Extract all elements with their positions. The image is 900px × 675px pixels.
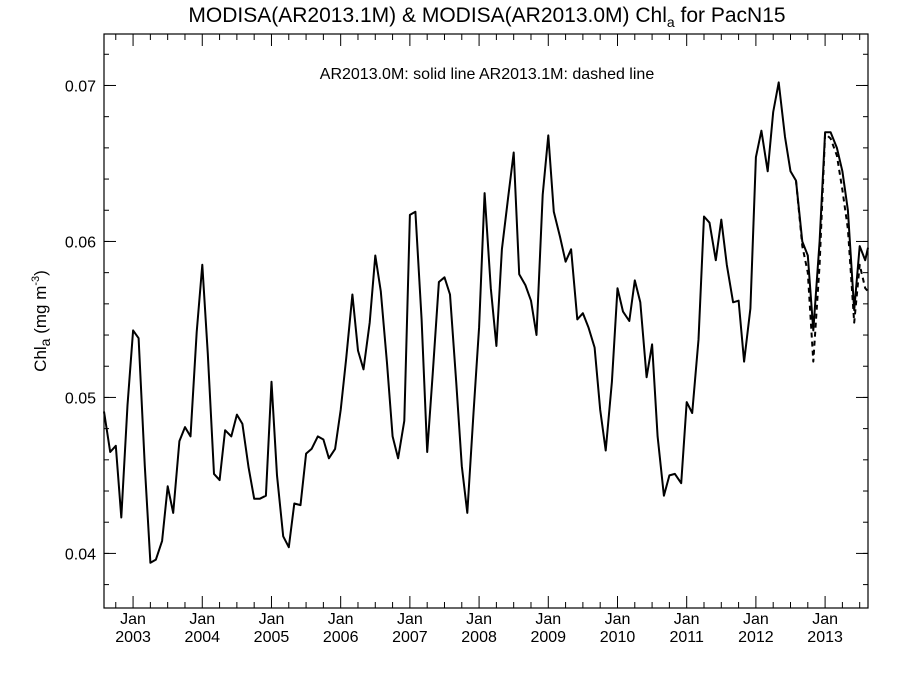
- x-tick-year: 2004: [184, 629, 220, 646]
- x-tick-year: 2003: [115, 629, 151, 646]
- y-tick-label: 0.05: [65, 390, 96, 407]
- x-tick-year: 2009: [530, 629, 566, 646]
- chart-title-tail: for PacN15: [675, 4, 786, 27]
- x-tick-month: Jan: [535, 611, 561, 628]
- x-tick-month: Jan: [466, 611, 492, 628]
- x-tick-month: Jan: [120, 611, 146, 628]
- y-tick-label: 0.06: [65, 234, 96, 251]
- x-tick-year: 2012: [738, 629, 774, 646]
- y-axis-label-unit: (mg m: [31, 286, 50, 339]
- x-tick-year: 2011: [669, 629, 704, 646]
- x-tick-month: Jan: [259, 611, 285, 628]
- x-tick-month: Jan: [743, 611, 769, 628]
- x-tick-year: 2008: [461, 629, 497, 646]
- y-axis-label-superscript: -3: [30, 276, 42, 286]
- y-axis-label-main: Chl: [31, 346, 50, 372]
- x-tick-month: Jan: [397, 611, 423, 628]
- axis-ticks: 0.040.050.060.07Jan2003Jan2004Jan2005Jan…: [65, 34, 868, 646]
- legend-annotation: AR2013.0M: solid line AR2013.1M: dashed …: [320, 66, 655, 83]
- x-tick-month: Jan: [328, 611, 354, 628]
- chart-title-subscript: a: [667, 14, 675, 30]
- x-tick-year: 2005: [254, 629, 290, 646]
- chart-title-main: MODISA(AR2013.1M) & MODISA(AR2013.0M) Ch…: [188, 4, 666, 27]
- x-tick-month: Jan: [812, 611, 838, 628]
- series-line-solid: [103, 81, 869, 564]
- y-tick-label: 0.07: [65, 78, 96, 95]
- y-axis-label-subscript: a: [37, 338, 53, 346]
- series-line-dashed: [795, 132, 869, 363]
- y-axis-label: Chla (mg m-3): [30, 270, 53, 372]
- series-lines: [103, 81, 869, 564]
- x-tick-month: Jan: [189, 611, 215, 628]
- x-tick-year: 2007: [392, 629, 428, 646]
- y-axis-label-unit-close: ): [31, 270, 50, 276]
- x-tick-month: Jan: [605, 611, 631, 628]
- chart-title: MODISA(AR2013.1M) & MODISA(AR2013.0M) Ch…: [188, 4, 785, 30]
- x-tick-year: 2013: [807, 629, 843, 646]
- x-tick-year: 2006: [323, 629, 359, 646]
- y-tick-label: 0.04: [65, 546, 96, 563]
- x-tick-year: 2010: [600, 629, 636, 646]
- plot-frame: [103, 33, 869, 609]
- x-tick-month: Jan: [674, 611, 700, 628]
